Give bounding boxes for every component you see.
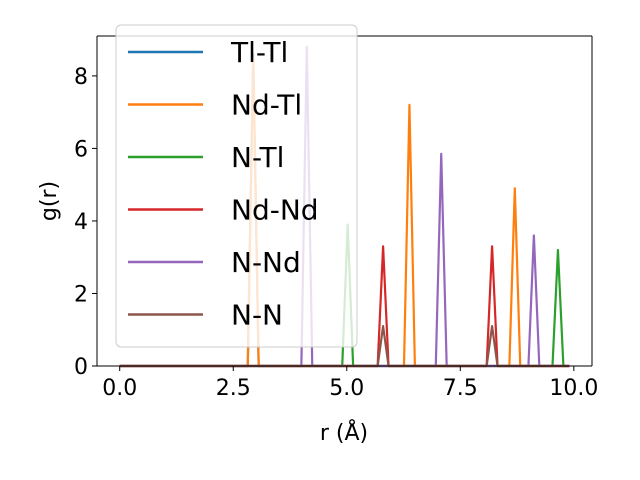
y-tick-label: 4 bbox=[74, 210, 88, 235]
ticks-group: 0.0 2.5 5.0 7.5 10.0 0 2 4 6 8 bbox=[74, 65, 598, 401]
legend-label: N-N bbox=[231, 299, 283, 332]
legend-label: Nd-Tl bbox=[231, 89, 302, 122]
x-tick-label: 0.0 bbox=[102, 376, 137, 401]
y-axis-label: g(r) bbox=[37, 181, 62, 221]
x-tick-label: 5.0 bbox=[329, 376, 364, 401]
y-tick-label: 8 bbox=[74, 65, 88, 90]
y-tick-label: 0 bbox=[74, 355, 88, 380]
legend: Tl-Tl Nd-Tl N-Tl Nd-Nd N-Nd N-N bbox=[115, 24, 358, 348]
legend-label: N-Nd bbox=[231, 246, 301, 279]
x-axis-label: r (Å) bbox=[320, 419, 368, 446]
x-tick-label: 10.0 bbox=[549, 376, 598, 401]
legend-label: Tl-Tl bbox=[230, 36, 288, 69]
legend-label: Nd-Nd bbox=[231, 194, 319, 227]
x-tick-label: 2.5 bbox=[216, 376, 251, 401]
y-tick-label: 2 bbox=[74, 282, 88, 307]
legend-label: N-Tl bbox=[231, 141, 284, 174]
y-tick-label: 6 bbox=[74, 137, 88, 162]
x-tick-label: 7.5 bbox=[443, 376, 478, 401]
